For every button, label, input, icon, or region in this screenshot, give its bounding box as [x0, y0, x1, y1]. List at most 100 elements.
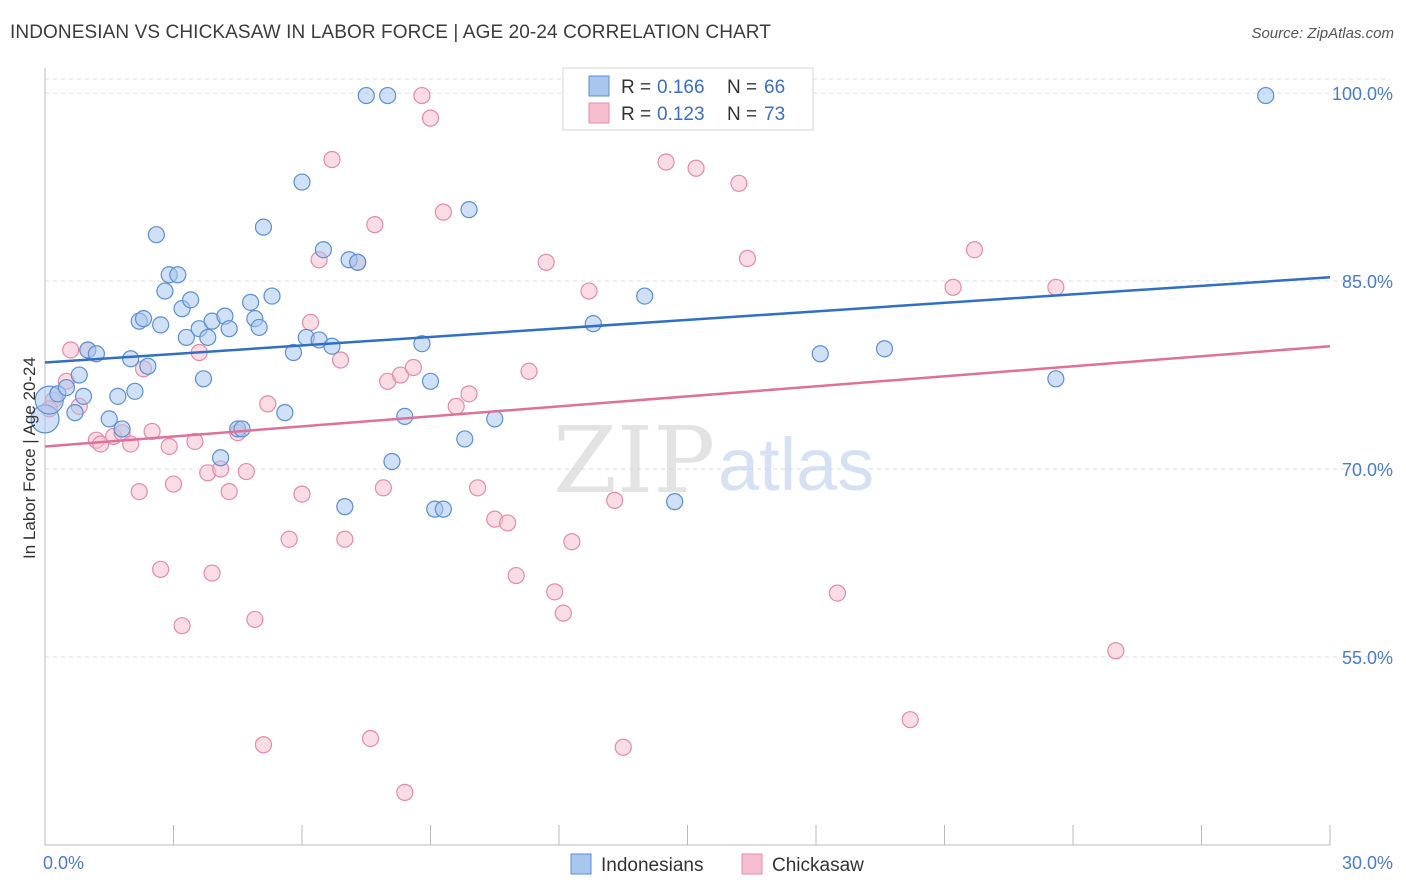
indonesian-point-38 — [263, 287, 281, 305]
legend-bottom-swatch-chickasaw — [741, 853, 763, 875]
indonesian-point-17 — [147, 226, 165, 244]
indonesian-point-27 — [199, 328, 217, 347]
chickasaw-point-32 — [323, 150, 341, 169]
chickasaw-point-57 — [580, 282, 598, 300]
chickasaw-point-33 — [331, 351, 350, 369]
chickasaw-point-2 — [62, 341, 80, 359]
watermark: ZIP atlas — [553, 407, 874, 514]
chickasaw-point-36 — [361, 729, 380, 748]
chickasaw-point-29 — [293, 485, 311, 503]
indonesian-point-54 — [421, 372, 440, 390]
chickasaw-point-25 — [246, 610, 264, 629]
indonesian-point-10 — [109, 387, 127, 405]
indonesian-point-49 — [357, 86, 375, 105]
chickasaw-point-17 — [186, 432, 204, 451]
indonesian-point-4 — [66, 404, 84, 422]
indonesian-point-59 — [486, 410, 504, 428]
axes — [44, 68, 1331, 846]
chickasaw-point-48 — [469, 479, 487, 497]
legend-r-value-1: 0.166 — [657, 77, 705, 98]
indonesian-point-53 — [413, 335, 431, 353]
indonesian-point-3 — [57, 378, 76, 397]
chickasaw-point-20 — [203, 564, 221, 582]
indonesian-point-61 — [636, 287, 654, 305]
indonesian-point-63 — [811, 345, 829, 363]
x-tick-label-1: 30.0% — [1342, 853, 1393, 873]
chickasaw-point-50 — [499, 514, 517, 532]
legend-n-value-2: 73 — [764, 104, 785, 125]
indonesian-point-48 — [349, 253, 367, 271]
chickasaw-point-10 — [130, 482, 148, 501]
indonesian-point-31 — [220, 320, 238, 338]
chickasaw-point-13 — [152, 560, 170, 578]
indonesian-point-9 — [100, 410, 118, 428]
legend-n-label-1: N = — [727, 77, 757, 98]
y-tick-label-2: 85.0% — [1342, 272, 1393, 292]
chickasaw-point-55 — [554, 604, 572, 622]
chickasaw-point-42 — [404, 358, 422, 377]
indonesian-point-51 — [383, 452, 401, 471]
legend-bottom-label-indonesians: Indonesians — [601, 855, 703, 876]
indonesian-point-66 — [1257, 86, 1275, 105]
chickasaw-point-45 — [434, 203, 452, 221]
grid-lines — [45, 78, 1390, 658]
indonesian-point-57 — [456, 430, 474, 448]
chickasaw-point-15 — [164, 475, 183, 493]
legend-r-label-1: R = — [621, 77, 651, 98]
chickasaw-point-67 — [901, 711, 919, 729]
chickasaw-point-14 — [160, 437, 178, 456]
chickasaw-point-71 — [1107, 642, 1125, 660]
indonesian-point-58 — [460, 201, 478, 219]
indonesian-point-13 — [126, 382, 144, 400]
indonesian-point-44 — [314, 241, 333, 259]
chickasaw-point-26 — [254, 736, 273, 754]
indonesian-point-60 — [584, 315, 602, 333]
indonesian-point-45 — [323, 337, 341, 355]
chickasaw-point-52 — [520, 362, 538, 380]
indonesian-point-21 — [169, 266, 187, 284]
chart-source: Source: ZipAtlas.com — [1251, 25, 1394, 42]
chickasaw-point-37 — [366, 216, 384, 234]
indonesian-point-5 — [70, 366, 88, 384]
indonesian-point-33 — [233, 420, 251, 438]
chickasaw-point-54 — [546, 583, 564, 601]
indonesian-point-65 — [1047, 370, 1065, 388]
legend-n-value-1: 66 — [764, 77, 785, 98]
indonesian-point-19 — [156, 282, 174, 300]
chickasaw-point-40 — [391, 366, 410, 384]
chickasaw-point-44 — [421, 109, 440, 127]
indonesian-point-52 — [396, 407, 414, 425]
chickasaw-point-70 — [1047, 278, 1065, 296]
indonesian-point-46 — [336, 498, 354, 516]
chickasaw-point-41 — [396, 783, 414, 801]
indonesian-point-11 — [113, 420, 131, 438]
chickasaw-point-69 — [965, 241, 984, 259]
chickasaw-point-34 — [336, 530, 354, 548]
chickasaw-trend-line — [44, 344, 1331, 448]
y-tick-label-3: 100.0% — [1332, 84, 1393, 104]
chickasaw-point-56 — [563, 533, 581, 551]
chickasaw-point-51 — [507, 566, 525, 585]
legend-swatch-chickasaw — [588, 102, 610, 124]
tick-labels: 55.0% 70.0% 85.0% 100.0% 0.0% 30.0% — [43, 84, 1393, 873]
indonesian-point-18 — [152, 316, 170, 334]
y-tick-label-1: 70.0% — [1342, 460, 1393, 480]
indonesian-point-64 — [875, 340, 894, 358]
chickasaw-point-58 — [606, 491, 624, 509]
legend-swatch-indonesians — [588, 75, 610, 97]
legend-n-label-2: N = — [727, 104, 757, 125]
watermark-zip: ZIP — [553, 407, 715, 514]
chickasaw-point-61 — [657, 153, 675, 171]
indonesian-point-50 — [379, 86, 397, 105]
indonesian-point-37 — [254, 218, 273, 236]
indonesian-point-36 — [250, 318, 268, 337]
chickasaw-point-59 — [614, 738, 632, 756]
y-axis-title: In Labor Force | Age 20-24 — [20, 357, 39, 559]
indonesian-point-15 — [134, 310, 153, 328]
indonesian-point-62 — [666, 493, 684, 511]
indonesian-point-39 — [276, 404, 294, 422]
indonesian-point-29 — [212, 449, 230, 467]
indonesian-point-23 — [177, 328, 195, 347]
chickasaw-point-22 — [220, 482, 238, 501]
